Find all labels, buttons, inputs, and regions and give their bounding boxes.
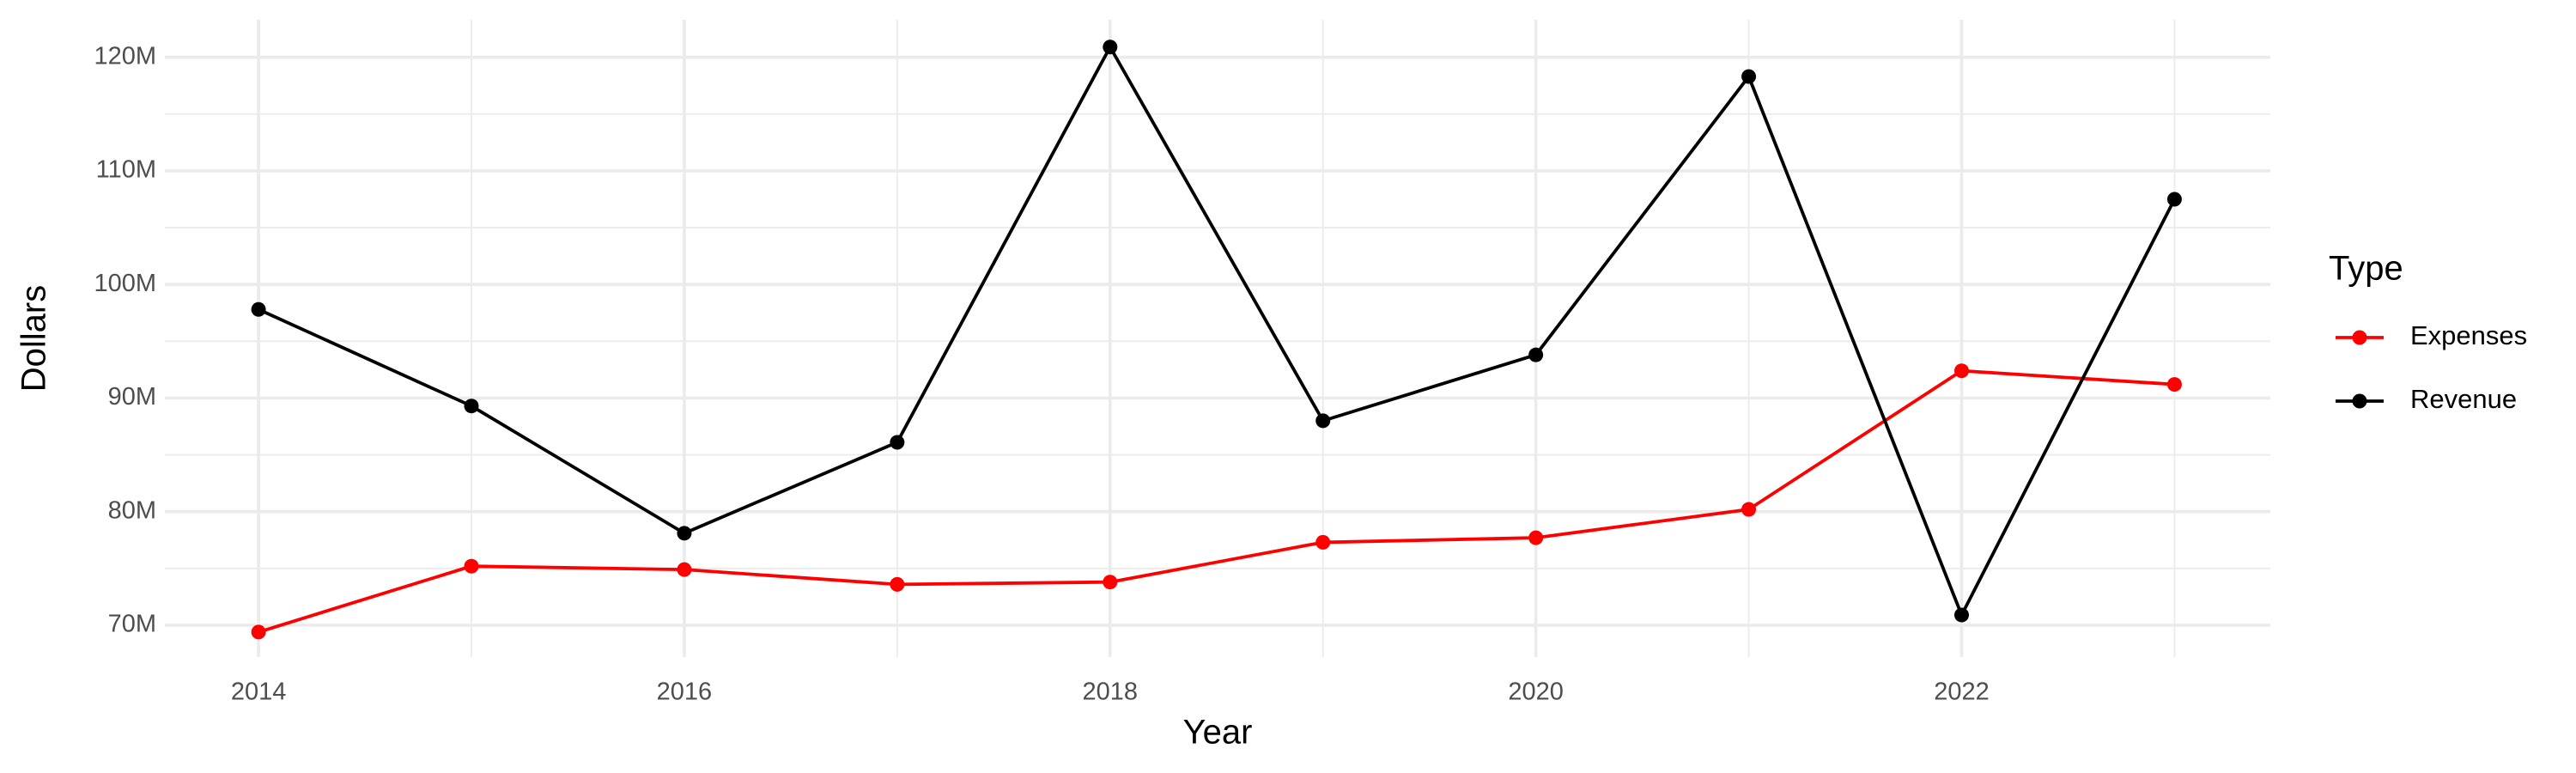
data-point — [464, 399, 479, 414]
data-point — [2166, 192, 2182, 207]
x-axis-title: Year — [1183, 714, 1253, 752]
x-tick-label: 2016 — [657, 679, 713, 706]
data-point — [1954, 607, 1970, 623]
data-point — [1315, 534, 1331, 550]
x-tick-label: 2014 — [231, 679, 287, 706]
data-point — [677, 562, 692, 577]
data-point — [2166, 377, 2182, 393]
data-point — [1741, 502, 1757, 517]
data-point — [1103, 40, 1118, 55]
series-line — [258, 368, 2175, 634]
data-point — [1528, 530, 1544, 545]
data-point — [890, 435, 905, 450]
data-point — [251, 624, 266, 640]
y-tick-label: 90M — [108, 383, 156, 411]
x-tick-label: 2018 — [1083, 679, 1139, 706]
x-tick-label: 2020 — [1508, 679, 1564, 706]
legend-label: Revenue — [2410, 384, 2517, 414]
data-point — [251, 301, 266, 317]
y-axis-title: Dollars — [15, 285, 53, 392]
data-point — [1103, 575, 1118, 590]
x-tick-label: 2022 — [1934, 679, 1990, 706]
data-point — [890, 576, 905, 592]
legend-marker — [2352, 330, 2367, 345]
y-tick-label: 80M — [108, 496, 156, 524]
data-point — [1315, 413, 1331, 429]
data-point — [1954, 363, 1970, 379]
y-tick-label: 100M — [94, 270, 156, 297]
legend-label: Expenses — [2410, 320, 2527, 350]
series-line — [258, 43, 2177, 619]
y-tick-label: 110M — [96, 156, 156, 184]
data-point — [1528, 347, 1544, 362]
y-tick-label: 120M — [94, 42, 156, 70]
data-point — [1741, 69, 1757, 84]
y-tick-label: 70M — [108, 611, 156, 638]
legend-marker — [2352, 393, 2367, 409]
data-point — [677, 526, 692, 541]
legend-title: Type — [2329, 250, 2403, 288]
data-point — [464, 558, 479, 574]
